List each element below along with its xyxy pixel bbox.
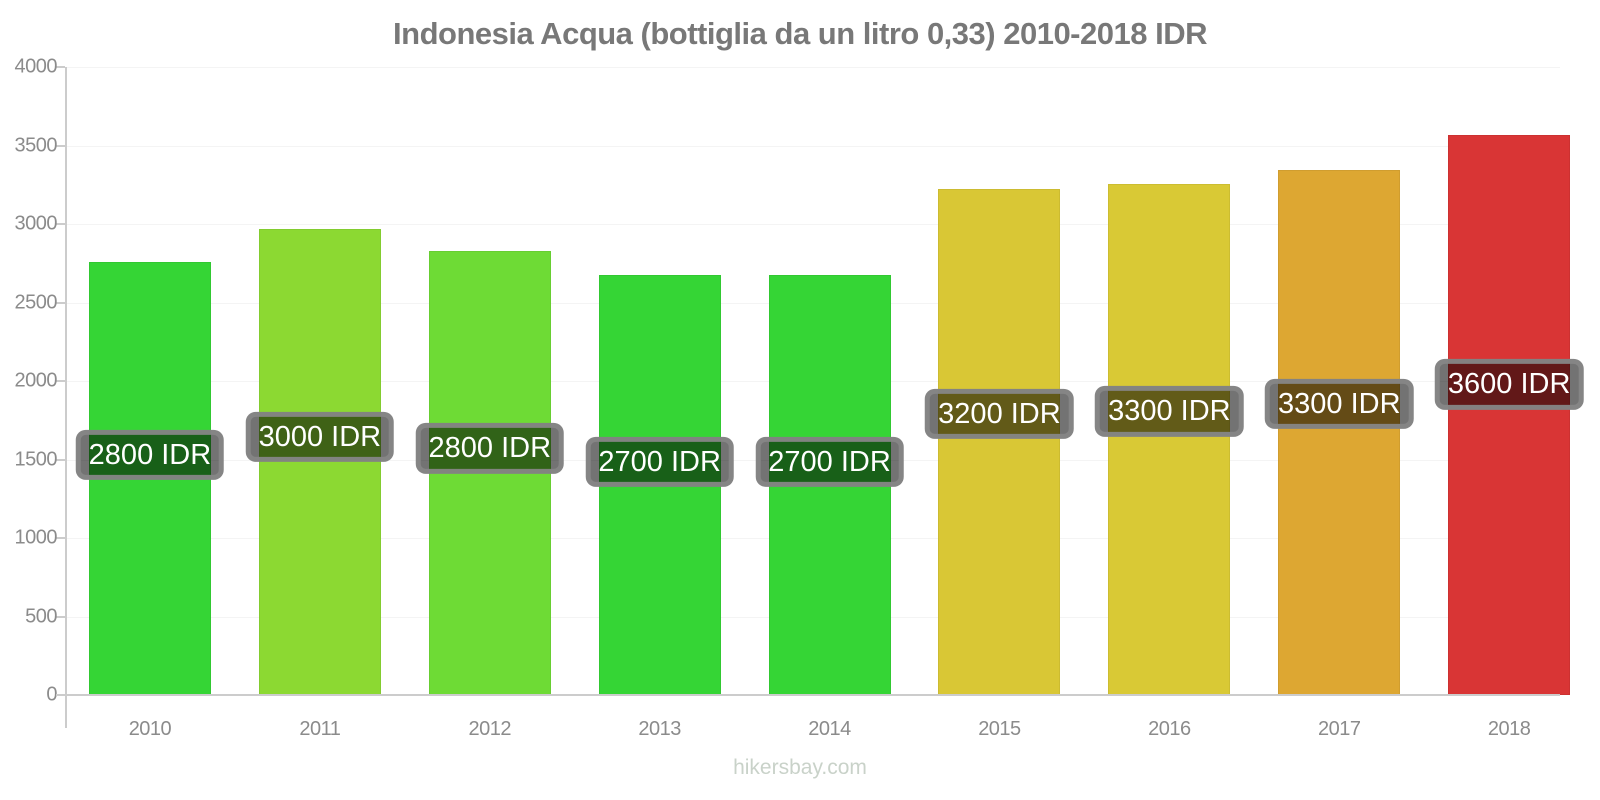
y-tick-label: 3000	[14, 212, 58, 235]
x-tick-label: 2018	[1487, 718, 1531, 740]
x-tick-label: 2011	[299, 718, 341, 740]
bar-value-label: 2700 IDR	[585, 436, 734, 488]
y-tick-label: 0	[46, 683, 57, 706]
bar-2011	[258, 229, 381, 695]
y-tick-mark	[56, 380, 65, 382]
y-tick-label: 1000	[14, 526, 58, 549]
y-tick-label: 500	[25, 605, 57, 627]
y-tick-label: 2500	[14, 291, 58, 313]
y-axis	[65, 67, 67, 728]
bar-2015	[938, 188, 1061, 695]
gridline	[67, 145, 1560, 147]
bar-value-label: 2700 IDR	[755, 436, 904, 488]
bar-value-label: 2800 IDR	[415, 423, 565, 474]
gridline	[67, 67, 1560, 68]
bar-value-label: 3000 IDR	[245, 411, 395, 462]
y-tick-mark	[56, 66, 65, 68]
bar-value-label: 3600 IDR	[1434, 359, 1584, 410]
x-tick-label: 2015	[978, 718, 1021, 740]
y-tick-mark	[56, 301, 65, 304]
gridline	[67, 224, 1560, 225]
y-tick-mark	[56, 223, 65, 225]
bar-value-label: 3300 IDR	[1264, 378, 1414, 429]
y-tick-label: 4000	[14, 55, 58, 78]
y-tick-mark	[56, 144, 65, 147]
y-tick-mark	[56, 537, 65, 539]
x-tick-label: 2014	[808, 718, 851, 740]
x-tick-label: 2010	[128, 718, 172, 740]
bar-2018	[1448, 135, 1571, 695]
x-tick-label: 2017	[1317, 718, 1361, 740]
y-tick-label: 1500	[14, 448, 58, 470]
bar-value-label: 3200 IDR	[925, 388, 1074, 440]
x-tick-label: 2016	[1148, 718, 1191, 740]
y-tick-label: 2000	[14, 369, 58, 392]
x-tick-label: 2012	[468, 718, 511, 740]
x-tick-label: 2013	[638, 718, 681, 740]
bar-2016	[1108, 183, 1231, 695]
bar-value-label: 2800 IDR	[75, 429, 225, 480]
x-axis	[56, 694, 1560, 696]
y-tick-mark	[56, 458, 65, 461]
y-tick-mark	[56, 615, 65, 618]
chart-title: Indonesia Acqua (bottiglia da un litro 0…	[393, 16, 1207, 51]
watermark: hikersbay.com	[733, 756, 867, 779]
bar-2017	[1278, 169, 1401, 695]
bar-value-label: 3300 IDR	[1095, 386, 1244, 437]
y-tick-label: 3500	[14, 134, 58, 156]
